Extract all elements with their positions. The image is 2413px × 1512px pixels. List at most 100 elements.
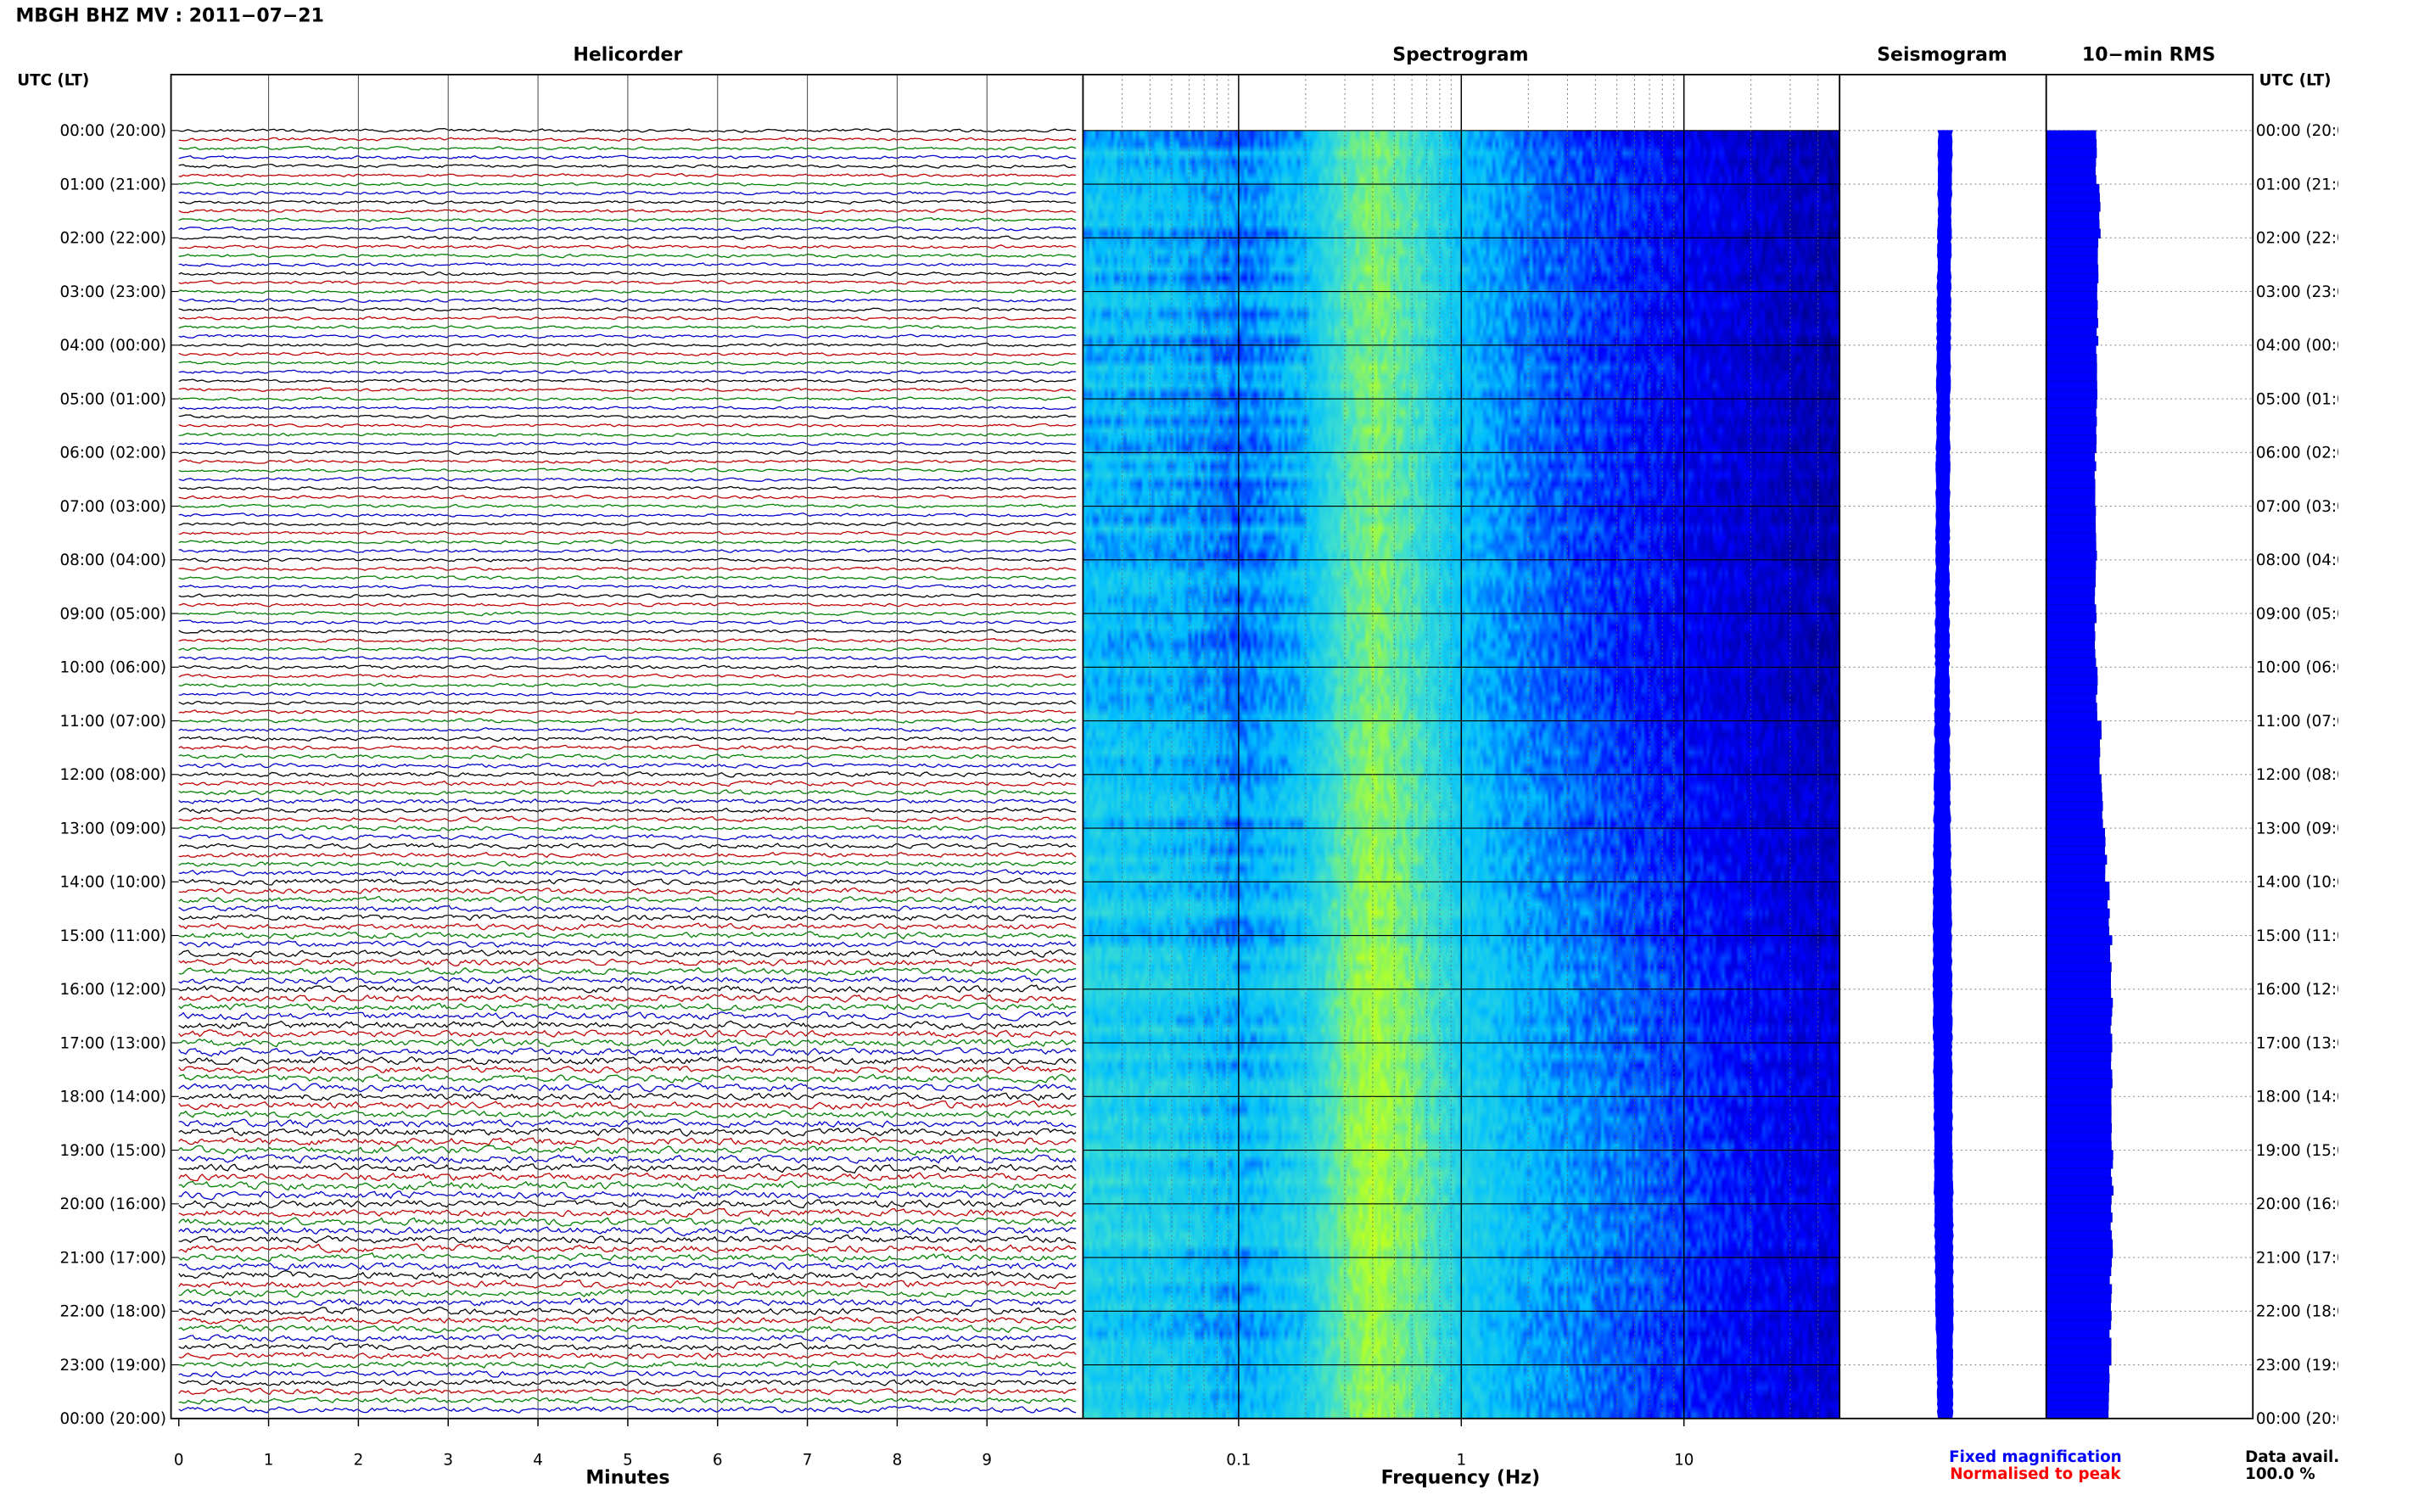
rms-bar <box>2046 1311 2112 1321</box>
rms-bar <box>2046 282 2097 293</box>
rms-bar <box>2046 1033 2113 1044</box>
rms-bar <box>2046 1078 2113 1089</box>
time-label-right: 03:00 (23:00) <box>2256 283 2363 301</box>
rms-bar <box>2046 658 2097 669</box>
rms-bar <box>2046 586 2096 596</box>
rms-bar <box>2046 1319 2112 1330</box>
legend-normalised-to-peak: Normalised to peak <box>1950 1465 2121 1483</box>
time-label-right: 18:00 (14:00) <box>2256 1089 2363 1106</box>
minute-tick-label: 7 <box>803 1452 813 1470</box>
rms-bar <box>2046 1087 2112 1098</box>
time-label-right: 12:00 (08:00) <box>2256 766 2363 784</box>
minute-tick-label: 6 <box>713 1452 723 1470</box>
time-label-left: 16:00 (12:00) <box>60 981 167 999</box>
rms-bar <box>2046 935 2113 945</box>
rms-bar <box>2046 201 2101 212</box>
rms-bar <box>2046 1257 2112 1268</box>
rms-bar <box>2046 908 2110 919</box>
rms-bar <box>2046 228 2101 239</box>
rms-bar <box>2046 372 2097 382</box>
time-label-right: 19:00 (15:00) <box>2256 1142 2363 1160</box>
rms-bar <box>2046 1114 2112 1124</box>
rms-bar <box>2046 1364 2109 1375</box>
rms-bar <box>2046 1239 2113 1250</box>
rms-bar <box>2046 1355 2112 1366</box>
time-label-left: 10:00 (06:00) <box>60 659 167 677</box>
rms-bar <box>2046 193 2100 203</box>
rms-bar <box>2046 300 2098 311</box>
time-label-right: 06:00 (02:00) <box>2256 445 2363 462</box>
rms-bar <box>2046 425 2097 436</box>
spectrogram-title: Spectrogram <box>1392 44 1528 65</box>
left-axis-header: UTC (LT) <box>17 72 89 90</box>
rms-bar <box>2046 506 2097 516</box>
rms-bar <box>2046 675 2098 686</box>
rms-bar <box>2046 577 2096 588</box>
rms-bar <box>2046 1069 2113 1080</box>
rms-bar <box>2046 514 2097 525</box>
time-label-left: 22:00 (18:00) <box>60 1303 167 1321</box>
rms-bar <box>2046 1203 2112 1214</box>
time-label-left: 08:00 (04:00) <box>60 552 167 569</box>
seismogram-title: Seismogram <box>1877 44 2007 65</box>
time-label-right: 01:00 (21:00) <box>2256 176 2363 193</box>
rms-bar <box>2046 1123 2112 1134</box>
rms-bar <box>2046 720 2102 731</box>
time-label-right: 09:00 (05:00) <box>2256 605 2363 623</box>
time-label-right: 05:00 (01:00) <box>2256 390 2363 408</box>
rms-bar <box>2046 1248 2113 1258</box>
rms-bar <box>2046 693 2097 704</box>
rms-bar <box>2046 872 2106 883</box>
time-label-left: 19:00 (15:00) <box>60 1142 167 1160</box>
rms-bar <box>2046 1230 2113 1240</box>
time-axis-labels: 00:00 (20:00) 00:00 (20:00) 01:00 (21:00) 0… <box>60 122 2363 1428</box>
time-label-left: 00:00 (20:00) <box>60 1410 167 1428</box>
rms-bar <box>2046 443 2097 454</box>
rms-bar <box>2046 1373 2110 1384</box>
rms-bar <box>2046 1105 2112 1116</box>
rms-bar <box>2046 238 2099 248</box>
rms-bar <box>2046 747 2101 758</box>
rms-bar <box>2046 648 2096 659</box>
rms-bar <box>2046 729 2102 740</box>
right-axis-header: UTC (LT) <box>2259 72 2332 90</box>
rms-bar <box>2046 1195 2112 1205</box>
rms-bar <box>2046 461 2097 472</box>
rms-bar <box>2046 496 2096 507</box>
rms-bar <box>2046 1221 2111 1232</box>
rms-bar <box>2046 1266 2112 1276</box>
rms-bar <box>2046 1158 2113 1169</box>
frequency-tick-label: 10 <box>1674 1452 1694 1470</box>
rms-bar <box>2046 317 2098 328</box>
minutes-axis-label: Minutes <box>585 1468 669 1489</box>
rms-bar <box>2046 1347 2112 1357</box>
rms-bar <box>2046 1185 2114 1196</box>
time-label-left: 02:00 (22:00) <box>60 230 167 248</box>
time-label-right: 02:00 (22:00) <box>2256 230 2363 248</box>
rms-bar <box>2046 1016 2112 1026</box>
frequency-tick-label: 1 <box>1456 1452 1466 1470</box>
time-label-left: 00:00 (20:00) <box>60 122 167 140</box>
rms-bar <box>2046 971 2111 982</box>
rms-bar <box>2046 532 2097 543</box>
rms-bar <box>2046 470 2095 480</box>
rms-bar <box>2046 882 2110 892</box>
rms-bar <box>2046 130 2097 141</box>
time-label-left: 23:00 (19:00) <box>60 1357 167 1375</box>
minute-tick-label: 2 <box>354 1452 364 1470</box>
rms-bar <box>2046 845 2105 856</box>
rms-bar <box>2046 622 2095 632</box>
rms-bar <box>2046 220 2100 230</box>
rms-bar <box>2046 944 2110 955</box>
minute-tick-label: 9 <box>982 1452 992 1470</box>
rms-bar <box>2046 1337 2112 1348</box>
rms-bar <box>2046 863 2106 874</box>
rms-bar <box>2046 407 2097 417</box>
rms-bar <box>2046 389 2097 400</box>
rms-bar <box>2046 309 2097 319</box>
rms-bar <box>2046 980 2112 990</box>
time-label-left: 21:00 (17:00) <box>60 1249 167 1267</box>
rms-bar <box>2046 488 2096 498</box>
time-label-right: 00:00 (20:00) <box>2256 122 2363 140</box>
rms-bar <box>2046 792 2102 803</box>
